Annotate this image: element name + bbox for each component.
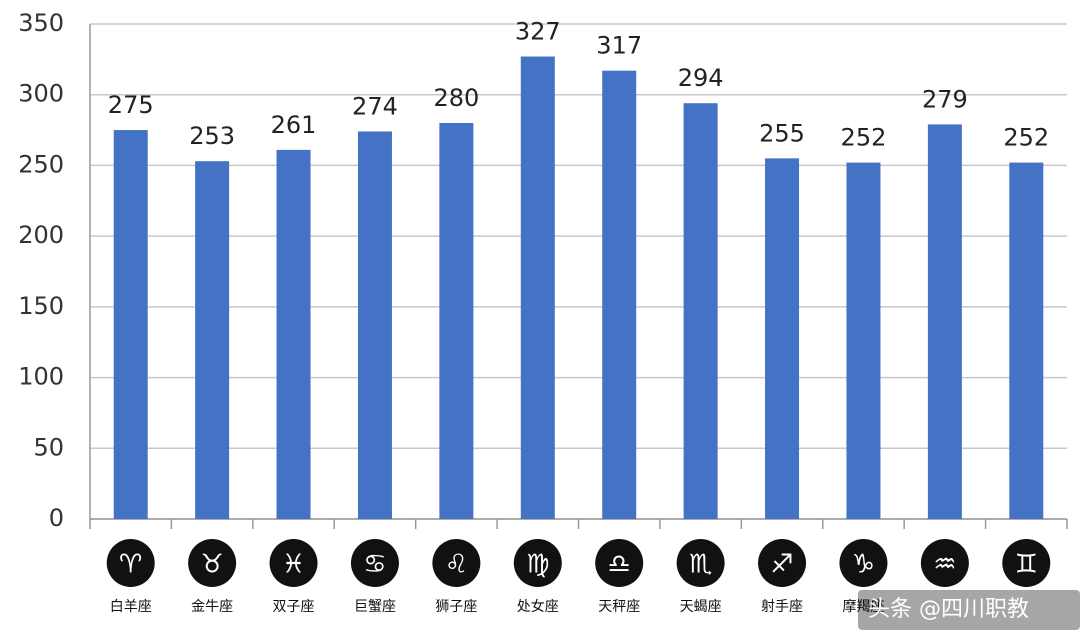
y-tick-label: 150 [18,292,64,320]
value-label: 279 [922,85,968,113]
zodiac-icon-bg [758,539,807,587]
zodiac-icon-bg [350,539,399,587]
zodiac-icon: ♒ [933,550,956,580]
value-label: 317 [596,32,642,60]
x-tick-label: 处女座 [517,598,559,615]
x-tick-label: 狮子座 [435,599,477,615]
bar [439,123,474,519]
y-tick-label: 350 [18,9,64,37]
zodiac-icon-bg [432,539,481,587]
value-label: 280 [433,84,479,112]
bar [520,56,555,520]
zodiac-icon: ♍ [526,550,549,580]
zodiac-icon: ♊ [1015,550,1038,580]
zodiac-icon: ♋ [363,550,386,580]
bar [927,124,962,520]
zodiac-icon: ♈ [119,550,142,580]
x-tick-label: 天蝎座 [680,599,722,615]
y-tick-label: 0 [49,504,64,532]
x-tick-label: 天秤座 [598,599,640,615]
y-tick-label: 300 [18,80,64,108]
zodiac-icon: ♐ [770,550,793,580]
y-tick-label: 250 [18,150,64,178]
zodiac-icon-bg [269,539,318,587]
bar [683,103,718,519]
value-label: 252 [841,124,887,152]
bar [195,161,230,519]
y-tick-label: 50 [33,433,64,461]
value-label: 261 [271,111,317,139]
x-tick-label: 双子座 [273,599,315,615]
value-label: 255 [759,119,805,147]
zodiac-icon-bg [920,539,969,587]
x-tick-label: 射手座 [761,599,803,615]
zodiac-icon: ♎ [608,550,631,580]
x-tick-label: 白羊座 [110,599,152,615]
watermark: 头条 @四川职教 [868,597,1029,622]
zodiac-icon-bg [676,539,725,587]
zodiac-icon-bg [106,539,155,587]
zodiac-icon-bg [595,539,644,587]
y-tick-label: 200 [18,221,64,249]
bar [765,158,800,519]
zodiac-icon-bg [188,539,237,587]
x-tick-label: 金牛座 [191,599,233,615]
zodiac-icon-bg [1002,539,1051,587]
bar [846,162,881,519]
bar [276,149,311,519]
value-label: 274 [352,92,398,120]
x-tick-label: 摩羯座 [842,598,884,615]
x-tick-label: 巨蟹座 [354,599,396,615]
bar [602,70,637,520]
value-label: 294 [678,64,724,92]
value-label: 327 [515,18,561,46]
zodiac-icon-bg [839,539,888,587]
zodiac-icon: ♌ [445,550,468,580]
zodiac-icon: ♑ [852,550,875,580]
zodiac-icon: ♓ [282,550,305,580]
value-label: 275 [108,91,154,119]
y-tick-label: 100 [18,363,64,391]
zodiac-icon: ♉ [200,550,223,580]
bar [1009,162,1044,519]
watermark-bg [858,590,1080,630]
bar [113,130,148,520]
value-label: 253 [189,122,235,150]
zodiac-icon: ♏ [689,550,712,580]
value-label: 252 [1003,124,1049,152]
bar [357,131,392,519]
zodiac-icon-bg [513,539,562,587]
